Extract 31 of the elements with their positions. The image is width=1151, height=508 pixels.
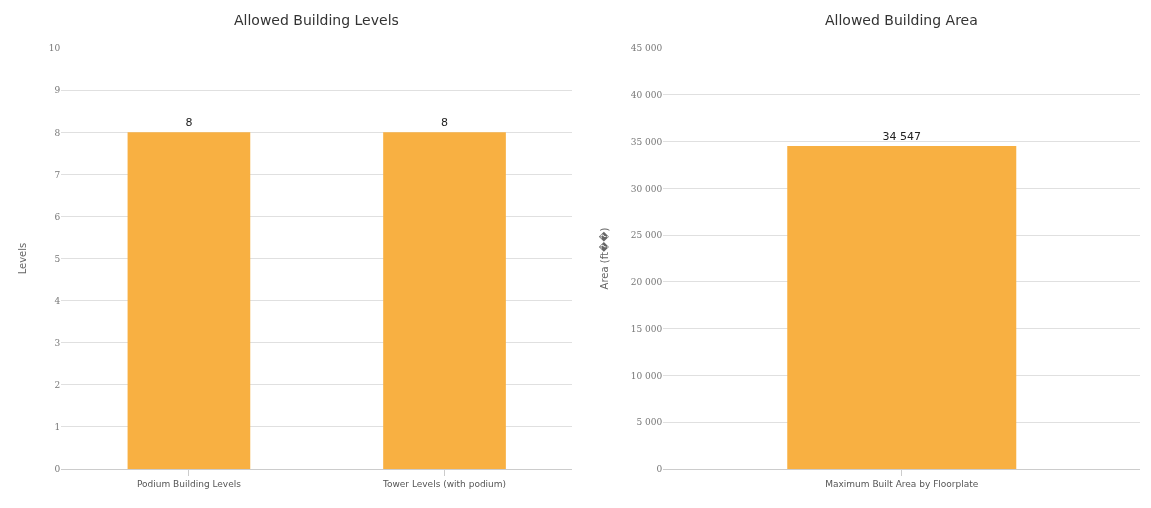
y-tick-label: 7 bbox=[54, 169, 61, 180]
chart-title: Allowed Building Levels bbox=[234, 12, 399, 28]
y-tick-label: 2 bbox=[54, 379, 61, 390]
x-tick-label: Maximum Built Area by Floorplate bbox=[825, 478, 979, 489]
data-label: 34 547 bbox=[882, 129, 922, 143]
y-tick-label: 5 000 bbox=[636, 417, 663, 428]
y-tick-label: 15 000 bbox=[630, 323, 663, 334]
y-tick-label: 8 bbox=[54, 127, 61, 138]
y-tick-label: 20 000 bbox=[630, 277, 663, 288]
y-tick-label: 9 bbox=[54, 85, 61, 96]
x-tick-label: Tower Levels (with podium) bbox=[381, 478, 507, 489]
data-label: 8 bbox=[441, 116, 449, 130]
y-tick-label: 4 bbox=[54, 295, 61, 306]
y-tick-label: 6 bbox=[54, 211, 61, 222]
y-tick-label: 25 000 bbox=[630, 230, 663, 241]
y-tick-label: 5 bbox=[54, 253, 61, 264]
y-tick-label: 0 bbox=[656, 464, 663, 475]
data-label: 8 bbox=[185, 116, 193, 130]
y-axis-title: Area (ft��) bbox=[597, 227, 610, 290]
x-tick-label: Podium Building Levels bbox=[136, 478, 242, 489]
y-tick-label: 30 000 bbox=[630, 183, 663, 194]
chart-title: Allowed Building Area bbox=[825, 12, 978, 28]
y-tick-label: 40 000 bbox=[630, 90, 663, 101]
y-tick-label: 10 000 bbox=[630, 370, 663, 381]
y-tick-label: 45 000 bbox=[630, 43, 663, 54]
y-tick-label: 3 bbox=[54, 337, 61, 348]
y-tick-label: 35 000 bbox=[630, 136, 663, 147]
y-tick-label: 1 bbox=[54, 421, 61, 432]
y-tick-label: 0 bbox=[54, 464, 61, 475]
y-axis-title: Levels bbox=[16, 242, 28, 275]
y-tick-label: 10 bbox=[48, 43, 61, 54]
